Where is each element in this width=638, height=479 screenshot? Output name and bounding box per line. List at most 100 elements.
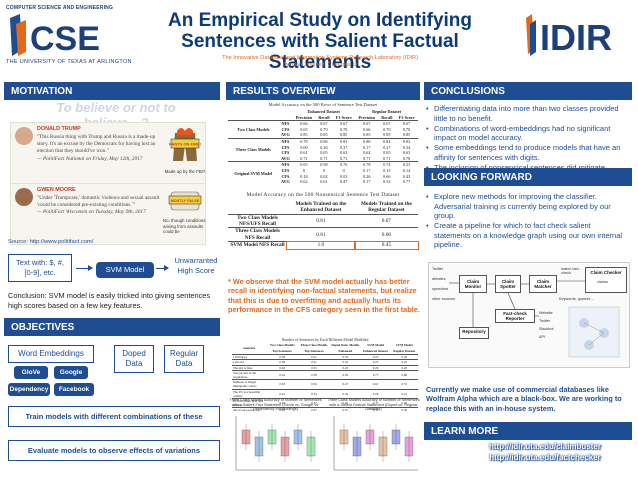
table-row: AVG 0.62 0.61 0.47 0.17 0.52 0.77: [228, 179, 418, 185]
plot-right-title: Three Class Models Accuracy of Number of…: [327, 398, 420, 412]
table-cell: 0.82: [395, 137, 418, 145]
table-cell: 0.47: [330, 407, 361, 413]
motivation-conclusion: Conclusion: SVM model is easily tricked …: [8, 291, 211, 310]
table-cell: CFS: [281, 126, 290, 132]
table-cell: 0.18: [300, 173, 308, 179]
accuracy-table: Enhanced Dataset Regular Dataset Precisi…: [228, 109, 418, 185]
conclusion-item: Combinations of word-embeddings had no s…: [426, 124, 626, 143]
university-label: THE UNIVERSITY OF TEXAS AT ARLINGTON: [6, 59, 132, 65]
table-cell: Two Class Models NFS/UFS Recall: [228, 213, 287, 228]
table-cell: 0.55: [390, 379, 418, 390]
table-cell: 0.86: [315, 137, 333, 145]
claim-spotter-box: Claim Spotter: [495, 275, 521, 293]
quote-body: "Under 'Trumpcare,' domestic violence an…: [37, 195, 160, 216]
table-cell: 0.36: [390, 407, 418, 413]
table-row: UFS 0 0 0 0.17 0.13 0.14: [228, 168, 418, 174]
table-cell: 0.17: [363, 167, 371, 173]
source-other: other sources: [432, 297, 456, 301]
factchecker-link[interactable]: http://idir.uta.edu/factchecker: [489, 453, 601, 462]
train-models-box: Train models with different combinations…: [8, 406, 220, 427]
table-cell: 0.76: [332, 161, 356, 168]
title-line-1: An Empirical Study on Identifying: [167, 10, 473, 31]
table-cell: 0.77: [360, 369, 391, 380]
table-cell: 0.67: [332, 120, 356, 127]
table-cell: 0.67: [395, 120, 418, 127]
table-cell: 0.66: [292, 120, 316, 127]
table-cell: 0: [302, 167, 305, 173]
quote-card-trump: DONALD TRUMP "This Russia thing with Tru…: [10, 122, 206, 184]
results-tables: Model Accuracy on the 500 Rows of Senten…: [228, 100, 420, 260]
table-cell: 0.20: [390, 354, 418, 360]
table3: Number of Sentences by Each Different Mo…: [232, 338, 418, 413]
table-cell: 0.49: [266, 397, 298, 408]
table-cell: The sky is blue: [232, 364, 267, 371]
column-header: Three Class Models Top Sentences: [300, 343, 328, 353]
table-cell: NFS: [278, 137, 293, 145]
source-twitter: Twitter: [432, 267, 444, 271]
table-cell: 0.71: [340, 155, 348, 161]
table-cell: 0.98: [315, 161, 333, 168]
table1-caption: Model Accuracy on the 500 Rows of Senten…: [268, 102, 378, 107]
table-row: I am happy 0.38 0.21 0.32 0.25 0.20: [232, 354, 418, 360]
table-cell: I am sad: [232, 359, 267, 366]
table-cell: 0.62: [266, 369, 298, 380]
table-cell: 0.74: [378, 161, 396, 168]
table-cell: 0.65: [292, 161, 316, 168]
table-cell: 0.35: [390, 397, 418, 408]
evaluate-models-box: Evaluate models to observe effects of va…: [8, 440, 220, 461]
table-cell: 0.84: [378, 137, 396, 145]
table-cell: 0.80: [390, 369, 418, 380]
model-name-cell: Three Class Models: [228, 137, 279, 162]
badge-caption: Made up by the FBI?: [164, 169, 206, 174]
keywords-label: Keywords, queries ...: [559, 297, 595, 301]
table-cell: 0.61: [320, 179, 328, 185]
sentence-table: Sentence Two Class Models Top Sentences Th…: [232, 343, 418, 413]
table-cell: 0.59: [330, 369, 361, 380]
trump-avatar: [15, 127, 33, 145]
table-cell: Three Class Models NFS Recall: [228, 227, 287, 242]
links-block: http://idir.uta.edu/claimbuster http://i…: [470, 441, 620, 463]
poster-title: An Empirical Study on Identifying Senten…: [140, 10, 500, 73]
table-cell: 0.32: [330, 359, 361, 366]
table-row: CFS 0.65 0.70 0.70 0.66 0.70 0.70: [228, 127, 418, 133]
table-cell: 0.81: [287, 227, 355, 242]
match-label: match fact-check: [561, 267, 580, 275]
diagram-arrows: [449, 280, 620, 358]
table-cell: 0.26: [360, 388, 391, 399]
output-website: Website: [539, 311, 553, 315]
table-cell: 0.63: [266, 379, 298, 390]
column-header: SVM Model Enhanced Dataset: [363, 343, 388, 353]
table-cell: 0.61: [360, 379, 391, 390]
results-note: * We observe that the SVM model actually…: [228, 277, 420, 315]
table3-caption: Number of Sentences by Each Different Mo…: [281, 338, 369, 342]
section-conclusions: CONCLUSIONS: [424, 82, 632, 100]
section-objectives: OBJECTIVES: [4, 318, 220, 336]
source-link[interactable]: Source: http://www.politifact.com/: [8, 239, 94, 245]
table-cell: 0.58: [297, 369, 331, 380]
table-cell: 0.70: [340, 126, 348, 132]
idir-logo: IDIR: [526, 14, 612, 58]
svg-text:CSE: CSE: [30, 20, 100, 58]
section-looking-forward: LOOKING FORWARD: [424, 168, 632, 186]
table-cell: CFS: [281, 173, 290, 179]
table-cell: AVG: [281, 179, 290, 185]
column-header: F1-Score: [398, 114, 415, 120]
quote-speaker: DONALD TRUMP: [37, 126, 81, 132]
conclusion-item: Differentiating data into more than two …: [426, 104, 626, 123]
claimbuster-link[interactable]: http://idir.uta.edu/claimbuster: [488, 442, 601, 451]
table-cell: 0.83: [332, 137, 356, 145]
table-cell: 0.02: [320, 173, 328, 179]
looking-forward-list: Explore new methods for improving the cl…: [426, 192, 626, 251]
table-cell: 0.21: [297, 354, 331, 360]
authors: Damian Jimenez, Chengkai Li: [282, 62, 358, 68]
table-row: Two Class Models NFS 0.66 0.67 0.67 0.67 0.67 0…: [228, 120, 418, 139]
column-header: F1-Score: [335, 114, 352, 120]
table-cell: 0.71: [363, 155, 371, 161]
table-cell: NFS: [278, 161, 293, 168]
section-learn-more: LEARN MORE: [424, 422, 632, 440]
table-cell: 0.52: [383, 179, 391, 185]
plot-right-canvas: [333, 415, 418, 471]
group-enhanced-header: Enhanced Dataset: [307, 109, 340, 114]
table-cell: 0.45: [353, 240, 420, 250]
table-cell: 0.70: [383, 126, 391, 132]
